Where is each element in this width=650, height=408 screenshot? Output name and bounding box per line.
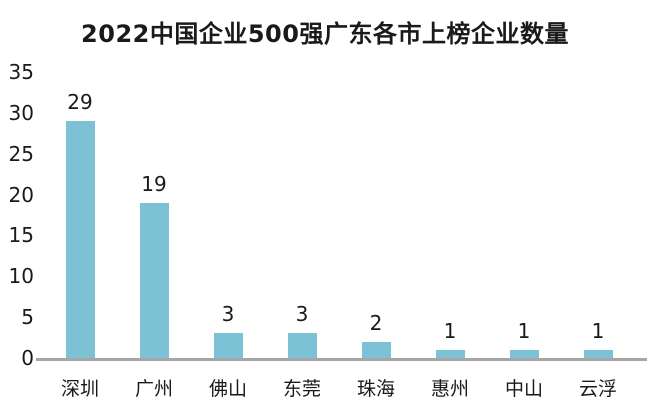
y-tick-label: 30 bbox=[8, 100, 34, 125]
x-axis-line bbox=[36, 358, 647, 361]
y-tick-label: 10 bbox=[8, 264, 34, 289]
bar-云浮 bbox=[583, 349, 613, 358]
y-tick-label: 20 bbox=[8, 182, 34, 207]
bar-中山 bbox=[509, 349, 539, 358]
y-tick-label: 0 bbox=[21, 346, 34, 370]
category-label-惠州: 惠州 bbox=[430, 378, 469, 400]
bar-惠州 bbox=[435, 349, 465, 358]
value-label: 1 bbox=[443, 318, 457, 343]
category-label-深圳: 深圳 bbox=[60, 378, 99, 400]
category-label-中山: 中山 bbox=[504, 378, 543, 400]
value-label: 29 bbox=[67, 90, 93, 115]
bar-珠海 bbox=[361, 341, 391, 358]
value-label: 1 bbox=[591, 318, 605, 343]
y-tick-label: 25 bbox=[8, 141, 34, 166]
value-label: 3 bbox=[221, 302, 235, 327]
value-label: 1 bbox=[517, 318, 531, 343]
bar-东莞 bbox=[287, 333, 317, 358]
chart-title: 2022中国企业500强广东各市上榜企业数量 bbox=[81, 20, 569, 48]
value-label: 2 bbox=[369, 310, 383, 335]
bar-深圳 bbox=[65, 121, 95, 358]
value-label: 19 bbox=[141, 171, 167, 196]
y-tick-label: 15 bbox=[8, 223, 34, 248]
value-label: 3 bbox=[295, 302, 309, 327]
bar-佛山 bbox=[213, 333, 243, 358]
bar-广州 bbox=[139, 202, 169, 358]
category-label-珠海: 珠海 bbox=[356, 378, 395, 400]
y-tick-label: 35 bbox=[8, 60, 34, 84]
category-label-佛山: 佛山 bbox=[208, 378, 247, 400]
category-label-广州: 广州 bbox=[134, 378, 173, 400]
category-label-东莞: 东莞 bbox=[282, 378, 321, 400]
y-tick-label: 5 bbox=[21, 305, 34, 330]
category-label-云浮: 云浮 bbox=[578, 378, 617, 400]
